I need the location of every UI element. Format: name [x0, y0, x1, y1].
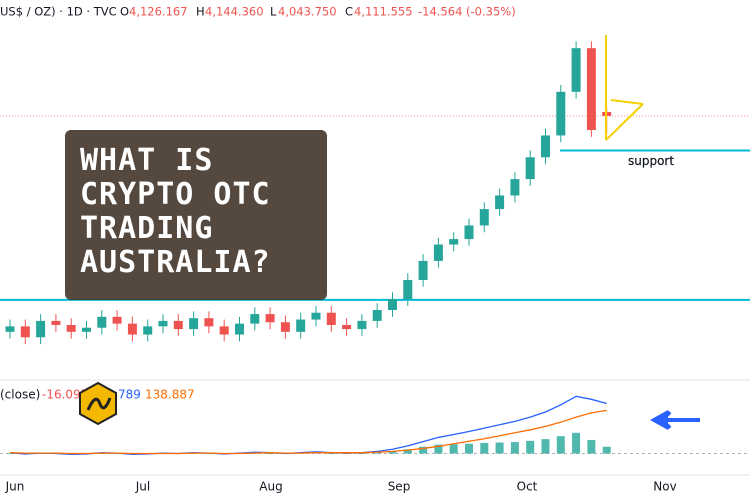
candle-body — [82, 327, 91, 332]
histogram-bar — [373, 452, 382, 454]
candle-body — [5, 326, 15, 332]
candle-body — [357, 320, 367, 330]
candle-body — [464, 225, 474, 240]
title-line: AUSTRALIA? — [80, 245, 271, 280]
candle-body — [280, 322, 290, 332]
candle-body — [556, 91, 566, 136]
candle-body — [97, 316, 107, 328]
x-tick-label: Aug — [259, 480, 282, 494]
triangle-drawing — [605, 35, 644, 141]
symbol: US$ / OZ) · 1D · TVC — [0, 5, 117, 19]
histogram-bar — [357, 453, 366, 455]
candle-body — [66, 325, 76, 332]
histogram-bar — [113, 453, 122, 455]
histogram-bar — [419, 446, 428, 454]
histogram-bar — [510, 442, 519, 454]
histogram-bar — [403, 449, 412, 454]
candle-body — [36, 320, 46, 338]
low-label: L — [270, 5, 277, 19]
candle-body — [311, 312, 321, 320]
candle-body — [296, 319, 306, 332]
histogram-bar — [602, 446, 611, 454]
title-line: WHAT IS — [80, 143, 214, 178]
candle-body — [510, 179, 520, 196]
candle-body — [388, 299, 397, 310]
candle-body — [143, 326, 153, 335]
x-tick-label: Jun — [5, 480, 25, 494]
candle-body — [433, 244, 443, 261]
candle-body — [235, 323, 244, 335]
histogram-bar — [480, 442, 489, 454]
indicator-title: (close) — [0, 388, 40, 402]
x-tick-label: Oct — [517, 480, 538, 494]
candle-body — [189, 318, 199, 330]
candle-body — [112, 316, 122, 324]
candle-body — [342, 325, 352, 330]
histogram-bar — [434, 444, 443, 454]
candle-body — [525, 157, 535, 180]
candle-body — [250, 314, 260, 324]
histogram-bar — [495, 442, 504, 454]
histogram-bar — [572, 432, 581, 454]
title-line: TRADING — [80, 211, 214, 246]
low-value: 4,043.750 — [278, 5, 337, 19]
histogram-bar — [449, 444, 458, 454]
candle-body — [158, 320, 168, 327]
indicator-value: 789 — [118, 388, 141, 402]
open-value: 4,126.167 — [129, 5, 188, 19]
candle-body — [571, 48, 581, 92]
candle-body — [495, 195, 505, 210]
title-card: WHAT IS CRYPTO OTC TRADING AUSTRALIA? — [65, 130, 327, 300]
candle-body — [403, 280, 413, 300]
histogram-bar — [526, 440, 535, 454]
candle-body — [372, 310, 382, 321]
candle-body — [586, 48, 596, 130]
high-value: 4,144.360 — [205, 5, 264, 19]
title-line: CRYPTO OTC — [80, 177, 271, 212]
x-tick-label: Sep — [388, 480, 411, 494]
close-label: C — [345, 5, 353, 19]
histogram-bar — [465, 443, 473, 454]
support-label: support — [628, 154, 674, 168]
signal-line — [9, 409, 607, 455]
candle-body — [20, 326, 30, 338]
x-tick-label: Jul — [135, 480, 150, 494]
histogram-bar — [541, 439, 550, 454]
histogram-bar — [36, 453, 45, 455]
indicator-value: 138.887 — [145, 388, 195, 402]
header: US$ / OZ) · 1D · TVC O 4,126.167 H 4,144… — [0, 5, 516, 19]
candle-body — [479, 209, 489, 226]
title-text: WHAT IS CRYPTO OTC TRADING AUSTRALIA? — [80, 144, 271, 280]
histogram-bar — [556, 436, 565, 454]
histogram-bar — [327, 453, 336, 455]
candle-body — [173, 320, 183, 330]
histogram-bar — [388, 451, 397, 454]
open-label: O — [120, 5, 129, 19]
candle-body — [219, 326, 229, 335]
indicator-value: -16.097 — [42, 388, 88, 402]
candle-body — [204, 318, 214, 327]
candle-body — [326, 312, 336, 325]
x-tick-label: Nov — [653, 480, 676, 494]
candle-body — [265, 314, 275, 323]
close-value: 4,111.555 — [354, 5, 413, 19]
histogram-bar — [204, 453, 213, 455]
candle-body — [541, 135, 550, 158]
histogram-bar — [587, 439, 596, 454]
candle-body — [449, 239, 459, 245]
candle-body — [127, 323, 137, 335]
change: -14.564 (-0.35%) — [418, 5, 516, 19]
histogram-bar — [342, 453, 351, 455]
candle-body — [418, 260, 428, 280]
high-label: H — [196, 5, 205, 19]
logo — [79, 381, 117, 426]
histogram-bar — [266, 453, 275, 455]
candle-body — [51, 320, 61, 325]
arrow-head — [650, 410, 668, 430]
histogram-bar — [6, 453, 14, 455]
